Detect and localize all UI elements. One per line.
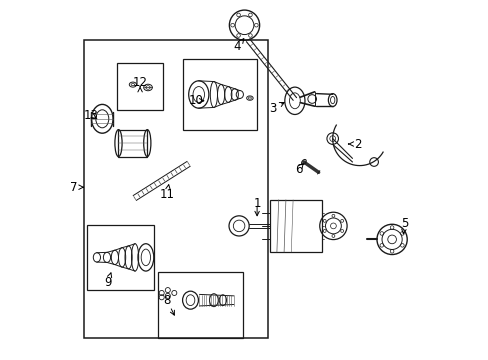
Bar [118, 130, 147, 157]
Text: 6: 6 [294, 163, 302, 176]
Text: 4: 4 [233, 40, 241, 53]
Bar [84, 40, 267, 338]
Text: 11: 11 [159, 188, 174, 201]
Text: 7: 7 [70, 181, 77, 194]
Bar [183, 59, 257, 130]
Text: 13: 13 [84, 109, 99, 122]
Text: 9: 9 [104, 276, 111, 289]
Bar [158, 272, 242, 338]
Bar [117, 63, 163, 110]
Text: 8: 8 [163, 294, 170, 307]
Text: 3: 3 [269, 102, 276, 114]
Bar [87, 225, 153, 290]
Bar [269, 200, 321, 252]
Text: 5: 5 [400, 217, 407, 230]
Text: 1: 1 [253, 197, 260, 210]
Text: 12: 12 [132, 76, 147, 89]
Text: 10: 10 [188, 94, 203, 107]
Text: 2: 2 [353, 138, 361, 150]
